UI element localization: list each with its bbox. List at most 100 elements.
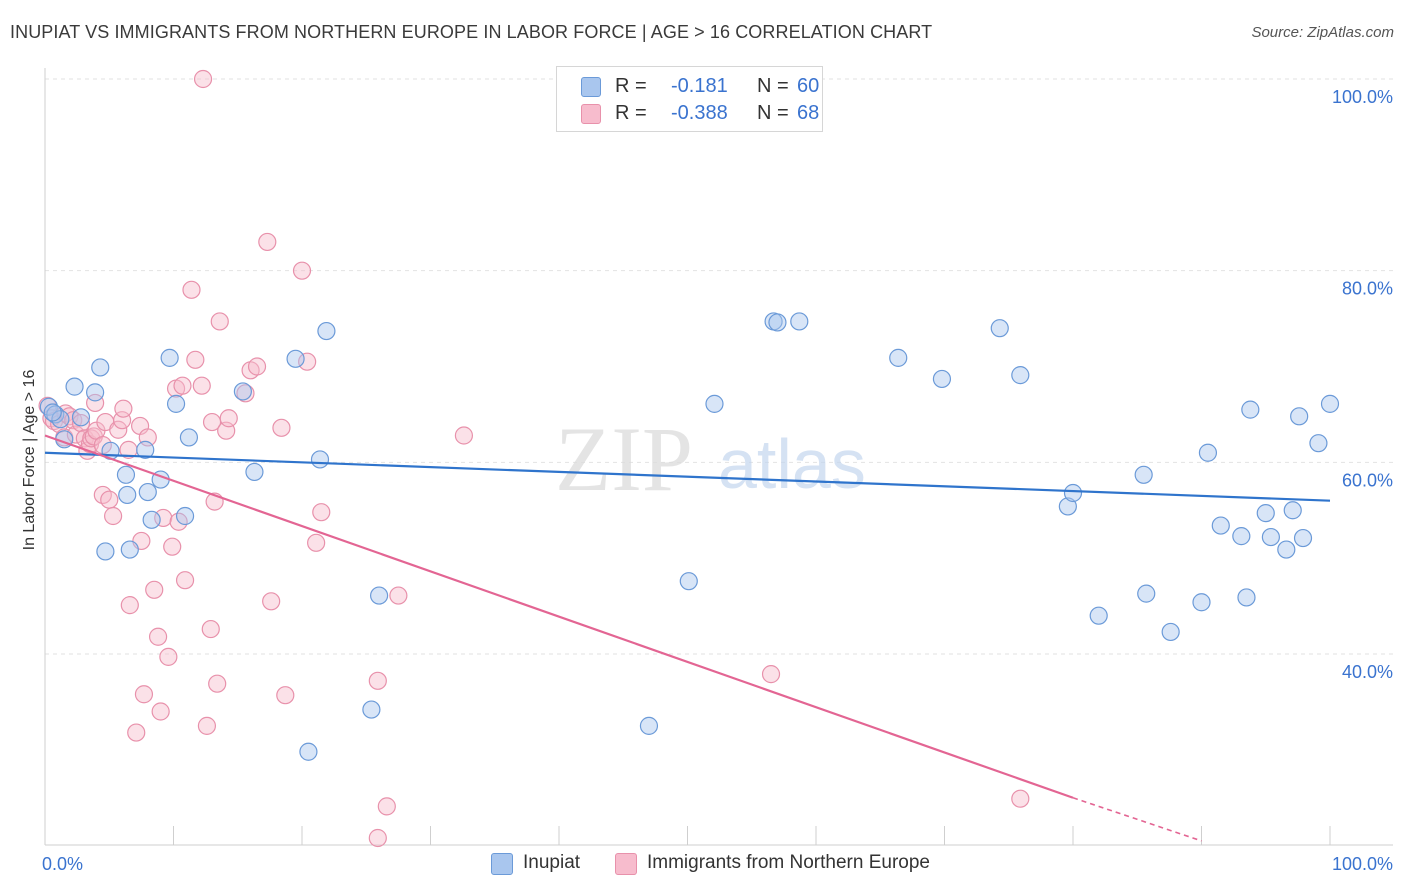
point-inupiat [1192,593,1211,612]
point-inupiat [790,312,809,331]
point-inupiat [1161,622,1180,642]
point-immigrants [258,232,277,252]
legend-r-value-immigrants: -0.388 [671,102,728,124]
point-inupiat [310,450,330,469]
point-inupiat [889,348,908,367]
tick-labels: 40.0% 60.0% 80.0% 100.0% 0.0% 100.0% [42,87,1393,874]
point-immigrants [151,702,170,721]
point-immigrants [127,723,146,742]
point-immigrants [368,671,387,690]
point-inupiat [1256,504,1275,523]
point-inupiat [65,377,84,396]
y-axis-label: In Labor Force | Age > 16 [21,369,38,551]
legend-n-value-inupiat: 60 [797,75,820,97]
trend-line-inupiat [44,451,1331,502]
point-immigrants [201,619,220,639]
point-immigrants [104,506,123,526]
point-immigrants [163,537,182,556]
point-immigrants [292,261,312,280]
point-inupiat [138,482,157,502]
legend-n-label: N = [757,102,789,124]
point-immigrants [193,69,213,89]
source-label: Source: ZipAtlas.com [1251,24,1394,41]
point-inupiat [1063,483,1083,503]
point-immigrants [145,580,164,599]
point-immigrants [389,586,408,605]
point-inupiat [179,428,199,447]
chart-title: INUPIAT VS IMMIGRANTS FROM NORTHERN EURO… [10,22,933,42]
point-immigrants [454,426,474,445]
point-immigrants [182,280,201,299]
point-inupiat [116,465,136,484]
point-immigrants [109,420,128,439]
point-immigrants [192,376,211,395]
point-inupiat [1232,527,1251,546]
point-immigrants [298,352,317,371]
legend-r-label: R = [615,102,647,124]
point-inupiat [679,572,698,591]
point-inupiat [91,358,110,377]
point-inupiat [286,349,305,368]
bottom-legend-label-inupiat: Inupiat [523,852,581,873]
point-inupiat [96,542,115,561]
point-immigrants [114,399,133,418]
series-immigrants-points [38,69,1030,848]
point-inupiat [768,313,787,332]
point-inupiat [1134,465,1153,484]
trend-lines [44,434,1331,842]
point-immigrants [134,685,154,704]
point-inupiat [175,506,195,526]
point-inupiat [1198,443,1218,462]
point-immigrants [219,409,238,428]
watermark: ZIP atlas [555,408,866,510]
point-immigrants [262,592,281,611]
bottom-legend-swatch-inupiat [491,853,513,875]
legend-n-value-immigrants: 68 [797,102,820,124]
legend-swatch-immigrants [581,104,601,124]
y-tick-label: 100.0% [1332,87,1393,107]
point-immigrants [100,490,119,509]
point-immigrants [236,384,255,403]
point-inupiat [990,319,1009,338]
point-inupiat [1290,407,1309,426]
point-inupiat [1089,606,1108,625]
point-inupiat [160,348,179,367]
point-immigrants [173,376,192,395]
watermark-zip: ZIP [555,408,693,510]
point-immigrants [276,686,295,705]
y-tick-label: 60.0% [1342,470,1393,490]
point-inupiat [1137,584,1156,603]
point-inupiat [1293,528,1313,548]
series-inupiat-points [39,312,1340,761]
bottom-legend-label-immigrants: Immigrants from Northern Europe [647,852,930,873]
point-inupiat [370,586,389,605]
point-immigrants [761,665,781,684]
point-inupiat [166,394,186,413]
point-inupiat [51,410,70,429]
trend-line-immigrants [44,434,1074,799]
point-inupiat [639,716,659,735]
point-immigrants [312,503,331,522]
point-immigrants [272,418,291,437]
point-immigrants [186,350,205,369]
point-immigrants [210,312,229,331]
point-immigrants [120,596,139,615]
point-inupiat [1320,394,1340,413]
point-immigrants [208,674,227,693]
x-tick-label-end: 100.0% [1332,854,1393,874]
point-immigrants [247,357,267,376]
point-immigrants [148,627,168,646]
bottom-legend-swatch-immigrants [615,853,637,875]
point-immigrants [307,533,326,552]
y-tick-label: 80.0% [1342,279,1393,299]
point-immigrants [1011,789,1030,808]
y-tick-label: 40.0% [1342,662,1393,682]
point-immigrants [159,647,178,666]
axes [44,68,1393,846]
point-inupiat [1283,501,1302,520]
point-inupiat [1241,400,1260,419]
legend-swatch-inupiat [581,77,601,97]
point-inupiat [71,408,91,427]
point-inupiat [118,485,137,505]
point-inupiat [245,462,264,482]
